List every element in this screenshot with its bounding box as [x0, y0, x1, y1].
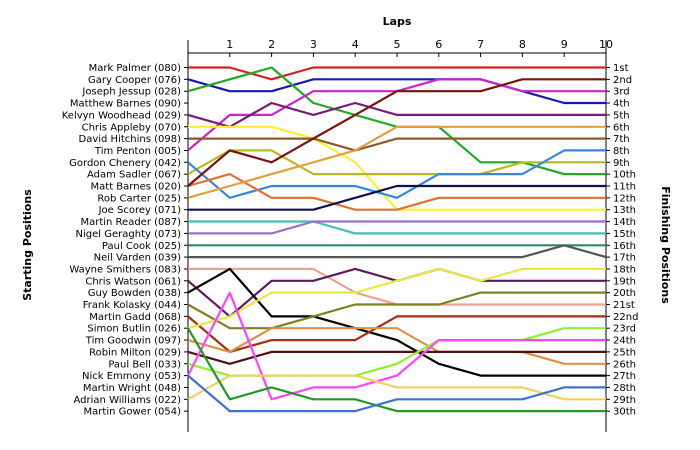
driver-position-line [187, 350, 606, 365]
lap-tick-label: 6 [435, 38, 442, 51]
finishing-position-label: 15th [613, 229, 636, 240]
finishing-position-label: 23rd [613, 324, 636, 335]
finishing-position-label: 20th [613, 288, 636, 299]
finishing-position-label: 22nd [613, 312, 638, 323]
lap-tick-label: 1 [226, 38, 233, 51]
lap-tick-label: 3 [310, 38, 317, 51]
finishing-position-label: 5th [613, 110, 630, 121]
starting-position-label: Matthew Barnes (090) [70, 99, 181, 110]
finishing-position-label: 27th [613, 371, 636, 382]
lap-tick-label: 8 [519, 38, 526, 51]
driver-position-line [187, 78, 606, 187]
starting-position-label: Tim Penton (005) [94, 146, 181, 157]
starting-position-label: Nigel Geraghty (073) [76, 229, 182, 240]
finishing-position-label: 8th [613, 146, 630, 157]
finishing-position-label: 13th [613, 205, 636, 216]
lap-tick-label: 4 [352, 38, 359, 51]
finishing-position-label: 17th [613, 253, 636, 264]
starting-position-label: Neil Varden (039) [94, 253, 182, 264]
finishing-position-label: 19th [613, 276, 636, 287]
driver-position-line [188, 184, 606, 211]
finishing-position-label: 1st [613, 63, 629, 74]
starting-position-label: Kelvyn Woodhead (029) [62, 110, 181, 121]
finishing-position-label: 29th [613, 395, 636, 406]
driver-position-line [187, 267, 606, 330]
finishing-position-label: 30th [613, 407, 636, 418]
starting-position-label: Tim Goodwin (097) [85, 336, 181, 347]
starting-position-label: Adrian Williams (022) [74, 395, 182, 406]
right-axis-title: Finishing Positions [659, 186, 672, 304]
driver-position-line [188, 137, 606, 152]
starting-position-label: Joseph Jessup (028) [81, 87, 181, 98]
driver-position-line [187, 173, 606, 211]
finishing-position-label: 9th [613, 158, 630, 169]
finishing-position-label: 21st [613, 300, 635, 311]
finishing-position-label: 18th [613, 264, 636, 275]
starting-position-label: Robin Milton (029) [89, 347, 181, 358]
starting-position-label: Martin Gower (054) [84, 407, 182, 418]
finishing-position-label: 3rd [613, 87, 630, 98]
starting-position-label: Gary Cooper (076) [88, 75, 181, 86]
finishing-position-label: 26th [613, 359, 636, 370]
x-axis-title: Laps [383, 15, 412, 28]
finishing-position-label: 14th [613, 217, 636, 228]
starting-position-label: Wayne Smithers (083) [69, 264, 181, 275]
driver-position-line [187, 327, 606, 413]
starting-position-label: Matt Barnes (020) [91, 182, 182, 193]
finishing-position-label: 25th [613, 347, 636, 358]
driver-position-line [187, 66, 606, 176]
driver-position-line [188, 244, 607, 259]
starting-position-label: Chris Watson (061) [85, 276, 181, 287]
lap-tick-label: 2 [268, 38, 275, 51]
driver-position-line [187, 101, 606, 128]
finishing-position-label: 16th [613, 241, 636, 252]
starting-position-label: Simon Butlin (026) [87, 324, 181, 335]
finishing-position-label: 10th [613, 170, 636, 181]
finishing-position-label: 4th [613, 99, 630, 110]
driver-position-line [187, 291, 606, 330]
lap-tick-label: 5 [394, 38, 401, 51]
lap-tick-label: 7 [477, 38, 484, 51]
starting-position-label: David Hitchins (098) [79, 134, 182, 145]
driver-position-line [188, 66, 606, 81]
starting-position-label: Martin Wright (048) [83, 383, 181, 394]
driver-position-line [188, 220, 606, 235]
finishing-position-label: 11th [613, 182, 636, 193]
finishing-position-label: 24th [613, 336, 636, 347]
finishing-position-label: 28th [613, 383, 636, 394]
starting-position-label: Adam Sadler (067) [87, 170, 181, 181]
driver-position-line [187, 125, 606, 199]
driver-position-line [188, 220, 606, 235]
driver-position-line [187, 374, 606, 413]
left-axis-title: Starting Positions [21, 189, 34, 301]
starting-position-label: Chris Appleby (070) [82, 122, 181, 133]
driver-position-line [187, 315, 606, 353]
starting-position-label: Guy Bowden (038) [88, 288, 181, 299]
driver-position-line [187, 374, 606, 401]
starting-position-label: Paul Cook (025) [102, 241, 181, 252]
driver-position-line [187, 267, 606, 377]
driver-position-line [187, 78, 606, 105]
starting-position-label: Martin Reader (087) [80, 217, 181, 228]
starting-position-label: Nick Emmony (053) [82, 371, 181, 382]
driver-position-line [187, 327, 606, 365]
finishing-position-label: 6th [613, 122, 630, 133]
starting-position-label: Frank Kolasky (044) [83, 300, 181, 311]
starting-position-label: Paul Bell (033) [108, 359, 181, 370]
lap-tick-label: 9 [561, 38, 568, 51]
starting-position-label: Joe Scorey (071) [98, 205, 181, 216]
starting-position-label: Martin Gadd (068) [89, 312, 181, 323]
starting-position-label: Mark Palmer (080) [89, 63, 181, 74]
driver-position-line [187, 149, 606, 176]
driver-position-line [187, 291, 606, 401]
starting-position-label: Rob Carter (025) [97, 193, 181, 204]
plot-area: 1 2 3 4 5 6 7 8 9 10 Mark Palmer (080)Gary Cooper … [62, 38, 638, 432]
finishing-position-label: 7th [613, 134, 630, 145]
finishing-position-label: 12th [613, 193, 636, 204]
starting-position-label: Gordon Chenery (042) [69, 158, 181, 169]
finishing-position-label: 2nd [613, 75, 632, 86]
lap-tick-label: 10 [599, 38, 613, 51]
